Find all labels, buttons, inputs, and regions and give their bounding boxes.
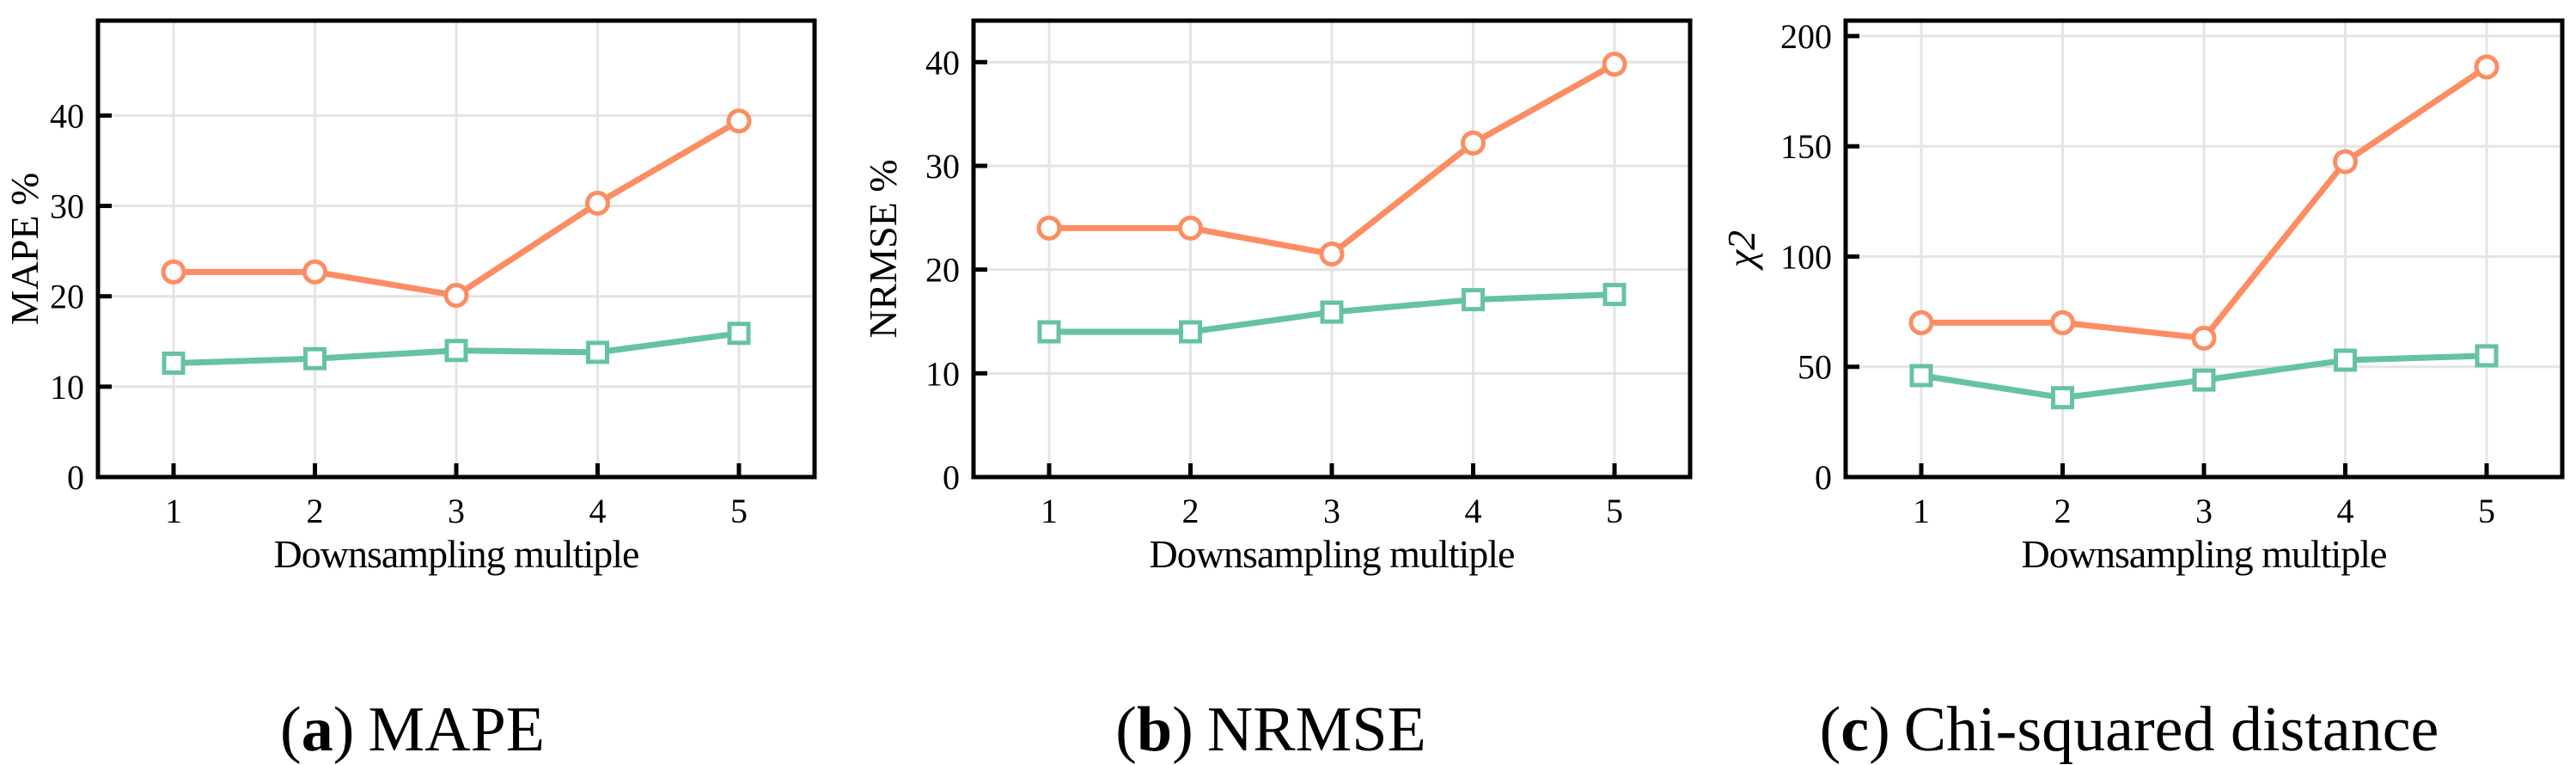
- x-axis-label: Downsampling multiple: [2022, 532, 2387, 576]
- y-tick-label: 30: [925, 147, 960, 186]
- subfigure-caption-a: (a) MAPE: [0, 698, 825, 762]
- x-tick-label: 3: [448, 492, 465, 530]
- y-tick-label: 20: [50, 278, 84, 316]
- data-point-marker-square: [586, 340, 609, 364]
- data-point-marker-square: [727, 321, 751, 346]
- x-tick-label: 5: [1606, 492, 1623, 530]
- data-point-marker-circle: [302, 259, 327, 285]
- data-point-marker-square: [2475, 344, 2499, 368]
- x-tick-label: 4: [2337, 492, 2354, 530]
- data-point-marker-circle: [1319, 242, 1345, 267]
- caption-letter: a: [301, 695, 333, 765]
- y-tick-label: 150: [1780, 127, 1832, 166]
- data-point-marker-circle: [1178, 215, 1203, 241]
- x-tick-label: 2: [307, 492, 324, 530]
- caption-label: MAPE: [368, 695, 545, 765]
- y-tick-label: 10: [925, 354, 960, 393]
- subfigure-caption-b: (b) NRMSE: [858, 698, 1683, 762]
- data-point-marker-circle: [1602, 52, 1627, 77]
- x-axis-label: Downsampling multiple: [1150, 532, 1515, 576]
- x-tick-label: 3: [1323, 492, 1340, 530]
- caption-paren-open: (: [1819, 695, 1841, 765]
- y-tick-label: 40: [925, 43, 960, 82]
- data-point-marker-square: [162, 352, 186, 376]
- data-point-marker-square: [444, 339, 468, 363]
- axis-frame: [95, 18, 817, 480]
- x-tick-label: 5: [730, 492, 748, 530]
- y-tick-label: 20: [925, 251, 960, 290]
- data-point-marker-circle: [726, 108, 752, 134]
- data-point-marker-square: [1909, 364, 1933, 388]
- caption-letter: c: [1840, 695, 1870, 765]
- y-tick-label: 0: [943, 458, 960, 497]
- panel-chi-squared: 0 50 100 150 200 1 2 3 4 5 Downsampling multiple χ2…: [1717, 0, 2576, 762]
- y-axis-label: NRMSE %: [861, 159, 905, 338]
- x-tick-label: 1: [165, 492, 182, 530]
- data-point-marker-circle: [2333, 149, 2358, 174]
- x-tick-label: 2: [1182, 492, 1199, 530]
- data-point-marker-circle: [2191, 325, 2217, 351]
- y-tick-label: 0: [67, 458, 84, 497]
- mape-chart: 0 10 20 30 40 1 2 3 4 5 Downsampling multiple MAPE …: [3, 18, 817, 576]
- data-point-marker-circle: [1036, 215, 1062, 241]
- data-point-marker-circle: [161, 259, 186, 285]
- y-axis-label: MAPE %: [3, 173, 46, 326]
- caption-paren-close: ): [1172, 695, 1193, 765]
- caption-paren-open: (: [1115, 695, 1137, 765]
- nrmse-chart: 0 10 20 30 40 1 2 3 4 5 Downsampling multiple NRMSE…: [861, 18, 1693, 576]
- x-tick-label: 3: [2195, 492, 2213, 530]
- panel-nrmse: 0 10 20 30 40 1 2 3 4 5 Downsampling multiple NRMSE…: [858, 0, 1718, 762]
- data-point-marker-circle: [2474, 54, 2500, 80]
- data-point-marker-circle: [585, 190, 610, 216]
- caption-label: Chi-squared distance: [1903, 695, 2439, 765]
- data-point-marker-square: [2192, 368, 2216, 392]
- data-point-marker-square: [1179, 320, 1202, 344]
- axis-frame: [971, 18, 1693, 480]
- x-tick-label: 5: [2478, 492, 2495, 530]
- data-point-marker-square: [1320, 300, 1344, 324]
- data-point-marker-square: [303, 346, 327, 370]
- caption-paren-close: ): [1869, 695, 1890, 765]
- subfigure-caption-c: (c) Chi-squared distance: [1717, 698, 2542, 762]
- data-point-marker-square: [2051, 386, 2074, 410]
- y-tick-label: 40: [50, 96, 84, 135]
- caption-paren-open: (: [280, 695, 302, 765]
- data-point-marker-square: [1602, 283, 1627, 307]
- data-point-marker-square: [2334, 348, 2357, 372]
- data-point-marker-circle: [2050, 309, 2075, 335]
- data-point-marker-circle: [1908, 309, 1934, 335]
- y-axis-label: χ2: [1719, 230, 1763, 271]
- x-tick-label: 2: [2054, 492, 2072, 530]
- y-tick-label: 50: [1798, 348, 1832, 387]
- caption-paren-close: ): [333, 695, 355, 765]
- caption-letter: b: [1136, 695, 1173, 765]
- data-point-marker-circle: [1461, 130, 1486, 156]
- x-tick-label: 1: [1041, 492, 1058, 530]
- data-point-marker-square: [1037, 320, 1061, 344]
- x-tick-label: 4: [589, 492, 607, 530]
- chi-squared-chart: 0 50 100 150 200 1 2 3 4 5 Downsampling multiple χ2: [1719, 17, 2565, 576]
- y-tick-label: 30: [50, 187, 84, 226]
- y-tick-label: 200: [1780, 17, 1832, 56]
- axis-frame: [1843, 18, 2565, 480]
- x-tick-label: 1: [1913, 492, 1930, 530]
- x-axis-label: Downsampling multiple: [274, 532, 639, 576]
- y-tick-label: 0: [1815, 458, 1832, 497]
- caption-label: NRMSE: [1206, 695, 1426, 765]
- data-point-marker-circle: [443, 283, 469, 309]
- data-point-marker-square: [1462, 288, 1485, 312]
- panel-mape: 0 10 20 30 40 1 2 3 4 5 Downsampling multiple MAPE …: [0, 0, 859, 762]
- x-tick-label: 4: [1465, 492, 1482, 530]
- y-tick-label: 10: [50, 368, 84, 407]
- y-tick-label: 100: [1780, 237, 1832, 276]
